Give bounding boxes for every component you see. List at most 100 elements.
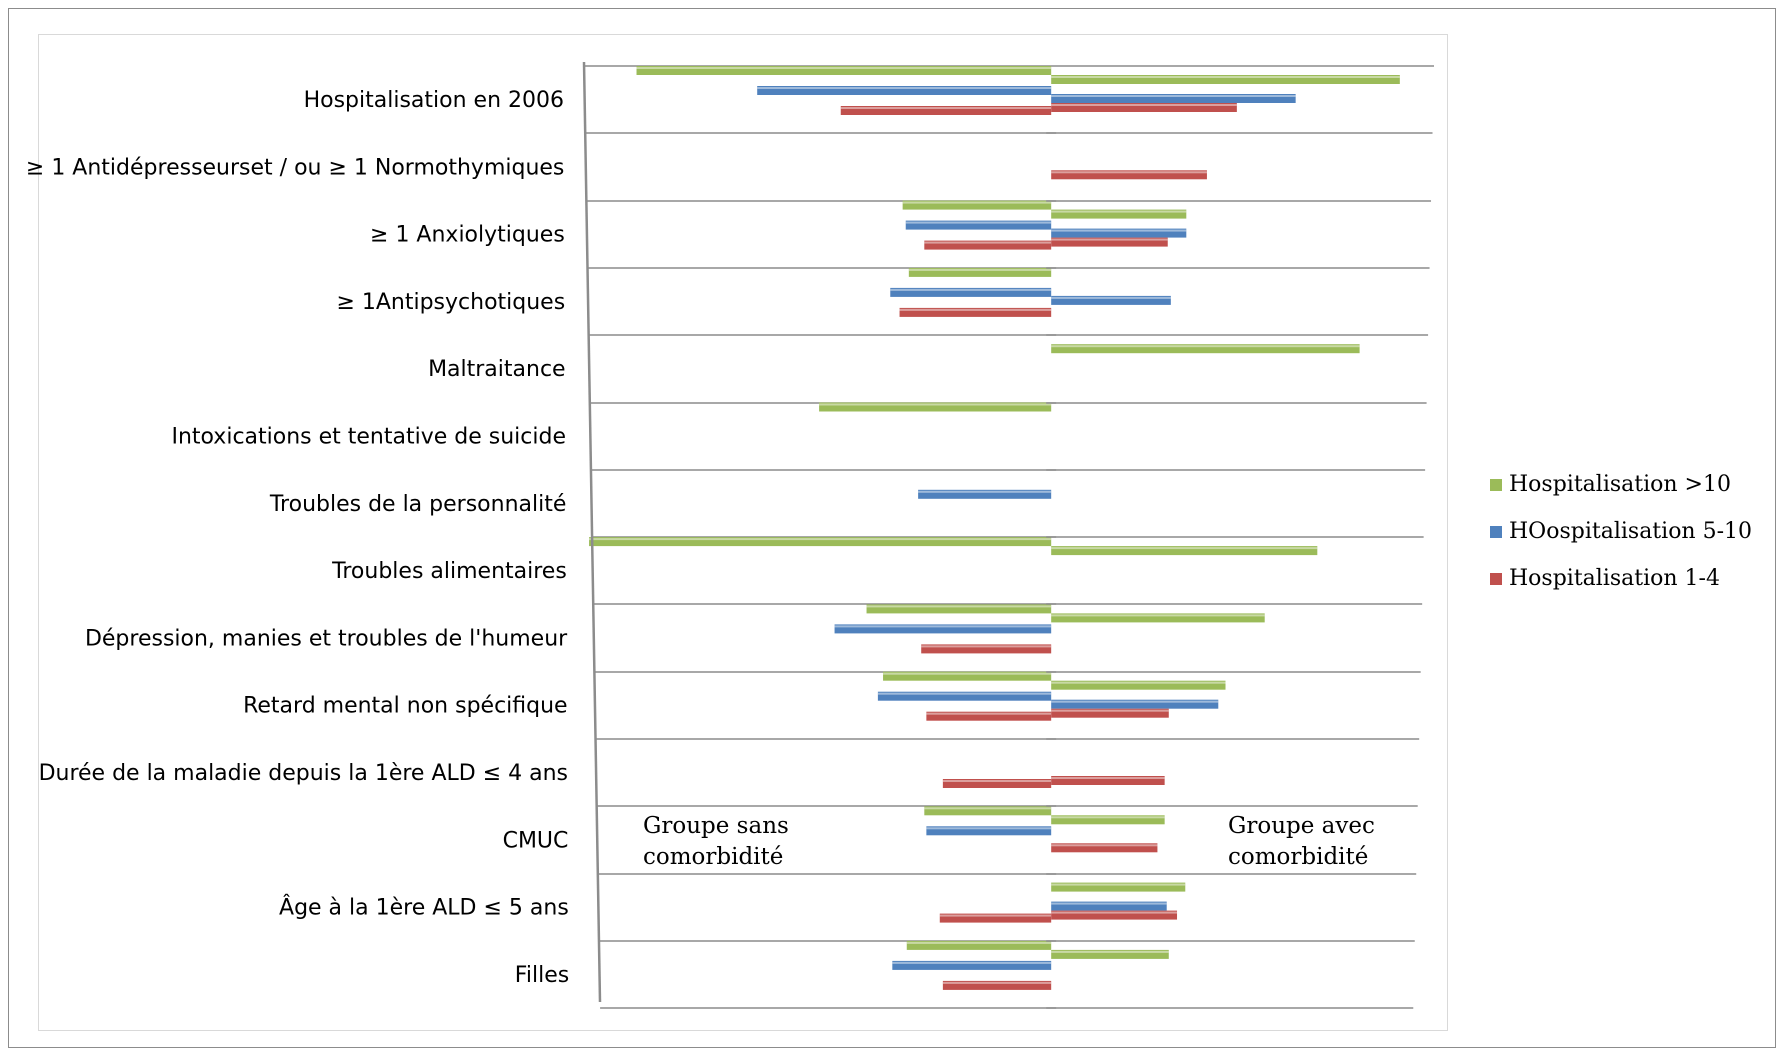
bar-left: [636, 66, 1052, 75]
bar-highlight: [1051, 902, 1167, 905]
bar-right: [1051, 94, 1296, 103]
bar-right: [1051, 170, 1207, 180]
bar-highlight: [883, 672, 1052, 675]
bar-left: [902, 200, 1052, 210]
bar-highlight: [1051, 816, 1165, 819]
bar-right: [1051, 699, 1219, 709]
bar-right: [1051, 901, 1167, 911]
category-label: Âge à la 1ère ALD ≤ 5 ans: [279, 895, 569, 921]
bar-left: [757, 86, 1052, 95]
bar-right: [1051, 295, 1171, 305]
bar-left: [924, 806, 1052, 816]
bar-highlight: [924, 241, 1052, 244]
category-label: Troubles alimentaires: [331, 559, 567, 584]
category-label: CMUC: [503, 828, 569, 853]
category-label: Retard mental non spécifique: [243, 694, 568, 719]
bar-left: [921, 644, 1052, 654]
bar-highlight: [1051, 883, 1186, 886]
bar-left: [918, 489, 1052, 499]
bar-highlight: [926, 712, 1052, 715]
category-label: Durée de la maladie depuis la 1ère ALD ≤…: [39, 761, 568, 786]
bar-left: [926, 826, 1052, 836]
bar-highlight: [918, 490, 1052, 493]
bar-highlight: [1051, 844, 1158, 847]
chart-outer-frame: [8, 8, 1776, 1048]
bar-highlight: [899, 308, 1052, 311]
bar-left: [589, 537, 1052, 547]
bar-right: [1051, 776, 1165, 785]
annotation-group-with: Groupe avec comorbidité: [1228, 813, 1375, 870]
bar-highlight: [1051, 296, 1171, 299]
bar-left: [877, 691, 1052, 701]
bar-highlight: [942, 981, 1052, 984]
bar-left: [942, 980, 1052, 990]
category-label: Intoxications et tentative de suicide: [171, 425, 566, 450]
bar-left: [926, 711, 1052, 721]
bar-left: [942, 779, 1052, 788]
bar-left: [834, 624, 1052, 634]
bar-left: [905, 220, 1052, 230]
category-labels: Hospitalisation en 2006 ≥ 1 Antidépresseu…: [26, 88, 569, 988]
bar-right: [1051, 237, 1168, 247]
chart-area-frame: [38, 34, 1448, 1031]
category-label: ≥ 1 Antidépresseurset / ou ≥ 1 Normothym…: [26, 155, 565, 180]
bar-right: [1051, 613, 1265, 623]
bar-right: [1051, 680, 1226, 690]
category-label: ≥ 1 Anxiolytiques: [370, 223, 565, 248]
category-label: Filles: [515, 963, 569, 988]
category-label: ≥ 1Antipsychotiques: [336, 290, 565, 315]
bar-highlight: [906, 941, 1052, 944]
legend-label: Hospitalisation 1-4: [1509, 566, 1720, 591]
bar-left: [840, 106, 1052, 115]
center-ticks: [1046, 132, 1057, 1009]
bar-highlight: [902, 201, 1052, 204]
annotation-group-without: Groupe sans comorbidité: [643, 813, 789, 870]
category-label: Maltraitance: [428, 357, 566, 382]
bar-highlight: [924, 807, 1052, 810]
bar-right: [1051, 949, 1169, 959]
bar-left: [890, 287, 1052, 297]
bar-left: [866, 604, 1052, 614]
bar-highlight: [1051, 104, 1237, 106]
bar-highlight: [1051, 76, 1400, 78]
legend-label: HOospitalisation 5-10: [1509, 519, 1752, 544]
bar-left: [899, 307, 1052, 317]
bar-right: [1051, 815, 1165, 825]
bar-highlight: [1051, 700, 1219, 703]
bar-highlight: [1051, 238, 1168, 241]
bar-highlight: [1051, 547, 1318, 550]
bars: [589, 66, 1400, 990]
bar-right: [1051, 228, 1187, 238]
bar-highlight: [1051, 229, 1187, 232]
bar-highlight: [890, 288, 1052, 291]
bar-highlight: [589, 538, 1052, 541]
bar-highlight: [877, 692, 1052, 695]
bar-left: [906, 940, 1052, 950]
bar-highlight: [1051, 171, 1207, 174]
bar-highlight: [840, 107, 1052, 109]
bar-right: [1051, 843, 1158, 853]
category-axis-line: [582, 61, 602, 1003]
bar-highlight: [908, 268, 1052, 271]
bar-highlight: [939, 914, 1052, 917]
bar-highlight: [1051, 911, 1178, 914]
bar-highlight: [926, 827, 1052, 830]
category-label: Troubles de la personnalité: [269, 492, 567, 517]
bar-highlight: [1051, 345, 1360, 348]
bar-left: [908, 267, 1052, 277]
bar-left: [924, 240, 1052, 250]
bar-highlight: [866, 605, 1052, 608]
bar-left: [819, 402, 1052, 412]
legend: Hospitalisation >10 HOospitalisation 5-10…: [1490, 472, 1752, 591]
bar-highlight: [1051, 709, 1169, 712]
bar-right: [1051, 546, 1318, 556]
bar-right: [1051, 103, 1237, 112]
bar-right: [1051, 882, 1186, 892]
bar-highlight: [1051, 95, 1296, 97]
bar-left: [883, 671, 1052, 681]
bar-highlight: [834, 625, 1052, 628]
bar-highlight: [636, 67, 1052, 69]
bar-highlight: [1051, 614, 1265, 617]
bar-highlight: [1051, 210, 1187, 213]
